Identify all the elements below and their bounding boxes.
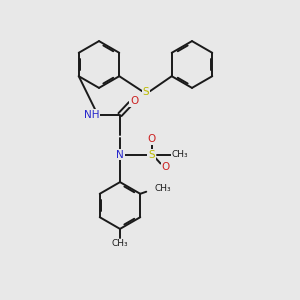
- Text: S: S: [148, 149, 155, 160]
- Text: N: N: [116, 149, 124, 160]
- Text: S: S: [143, 87, 149, 98]
- Text: O: O: [130, 96, 138, 106]
- Text: CH₃: CH₃: [112, 239, 128, 248]
- Text: NH: NH: [84, 110, 99, 120]
- Text: O: O: [147, 134, 156, 144]
- Text: O: O: [162, 162, 170, 172]
- Text: CH₃: CH₃: [172, 150, 188, 159]
- Text: CH₃: CH₃: [154, 184, 171, 193]
